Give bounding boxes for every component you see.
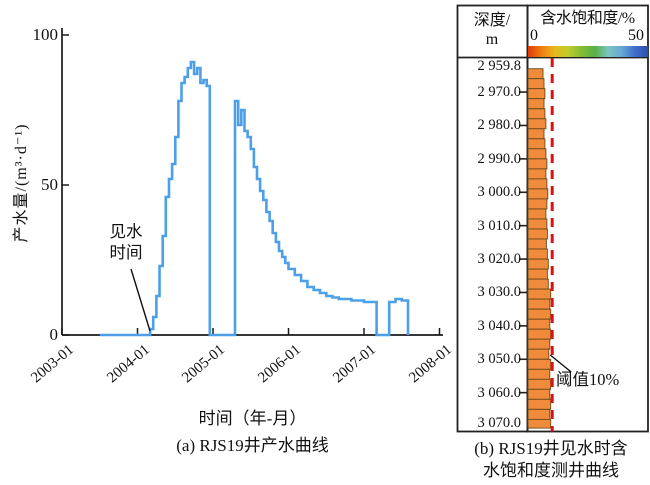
depth-label: 3 040.0 [477, 317, 522, 334]
saturation-bar [527, 338, 551, 350]
production-step-curve [99, 60, 410, 337]
depth-label: 3 010.0 [477, 217, 522, 234]
saturation-bar [527, 68, 544, 80]
saturation-bar [527, 358, 552, 370]
saturation-bar [527, 178, 548, 190]
saturation-bar [527, 238, 547, 250]
depth-label: 3 000.0 [477, 184, 522, 201]
y-tick-label: 100 [32, 25, 59, 44]
saturation-bar [527, 138, 546, 150]
saturation-scale-max: 50 [628, 27, 644, 44]
depth-label: 2 990.0 [477, 150, 522, 167]
threshold-leader-line [549, 354, 572, 373]
saturation-bar [527, 148, 547, 160]
saturation-bar [527, 168, 547, 180]
saturation-bar [527, 198, 548, 210]
depth-column-header: 深度/ m [473, 12, 511, 48]
saturation-scale-min: 0 [530, 27, 538, 44]
saturation-bar [527, 208, 547, 220]
depth-label: 2 959.8 [477, 58, 522, 74]
saturation-bar [527, 158, 548, 170]
saturation-bar [527, 108, 546, 120]
depth-label: 3 030.0 [477, 284, 522, 301]
saturation-bar [527, 308, 552, 320]
depth-label: 3 070.0 [477, 415, 522, 431]
saturation-bar [527, 418, 552, 429]
saturation-bar [527, 298, 551, 310]
saturation-bar [527, 248, 548, 260]
saturation-bar [527, 398, 552, 410]
saturation-bar [527, 78, 545, 90]
axes [61, 28, 443, 336]
saturation-bar [527, 288, 552, 300]
saturation-bar [527, 228, 548, 240]
saturation-bar [527, 368, 551, 380]
annotation-leader-line [130, 268, 151, 332]
water-breakthrough-annotation: 见水 时间 [109, 222, 143, 262]
caption-panel-a: (a) RJS19井产水曲线 [176, 436, 329, 455]
threshold-annotation: 阈值10% [556, 370, 620, 389]
saturation-bar [527, 328, 552, 340]
depth-label: 3 060.0 [477, 384, 522, 401]
saturation-bar [527, 278, 549, 290]
y-tick-label: 0 [49, 325, 59, 344]
depth-label: 2 980.0 [477, 117, 522, 134]
saturation-colorbar [528, 46, 648, 57]
saturation-bar [527, 258, 549, 270]
saturation-bar [527, 118, 547, 130]
depth-label: 3 020.0 [477, 251, 522, 268]
x-axis-title: 时间（年-月） [198, 409, 307, 428]
saturation-bar [527, 88, 546, 100]
depth-label: 2 970.0 [477, 84, 522, 101]
saturation-bar [527, 128, 545, 140]
saturation-bar [527, 388, 551, 400]
saturation-bar [527, 318, 551, 330]
saturation-bar [527, 218, 548, 230]
saturation-bar [527, 408, 551, 420]
depth-label: 3 050.0 [477, 351, 522, 368]
saturation-header: 含水饱和度/% [540, 10, 635, 27]
saturation-bar [527, 98, 545, 110]
saturation-bar [527, 268, 548, 280]
saturation-bar [527, 188, 549, 200]
saturation-bar [527, 348, 550, 360]
caption-panel-b: (b) RJS19井见水时含 水饱和度测井曲线 [474, 439, 628, 480]
log-track-box [526, 4, 649, 433]
y-tick-label: 50 [41, 175, 58, 194]
saturation-bar [527, 378, 552, 390]
